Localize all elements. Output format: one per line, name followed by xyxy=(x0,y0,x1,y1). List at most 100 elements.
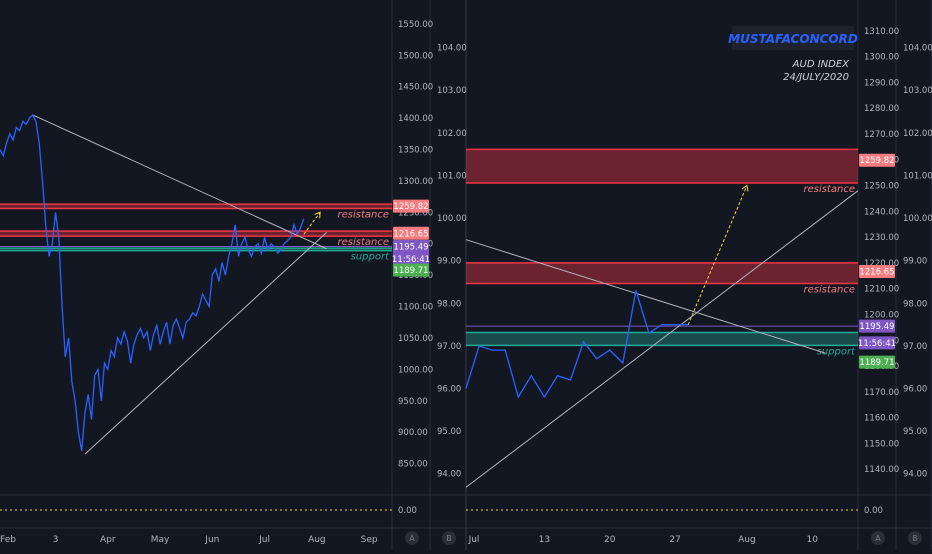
y2-tick-label: 97.00 xyxy=(437,342,461,352)
price-series-line xyxy=(465,290,689,399)
auto-scale-label-right: A xyxy=(875,534,881,543)
panel-right-panel: resistance resistance support 0.00 1140.00 11… xyxy=(465,0,932,550)
price-tag-red xyxy=(393,226,429,240)
y2-tick-label: 95.00 xyxy=(903,427,927,437)
x-tick-label: Sep xyxy=(361,535,378,545)
trendline xyxy=(84,232,328,455)
resistance-zone xyxy=(466,149,858,183)
price-tag-red xyxy=(859,265,895,279)
x-tick-label: Jun xyxy=(204,535,219,545)
y2-tick-label: 94.00 xyxy=(903,470,927,480)
resistance-label: resistance xyxy=(338,210,390,221)
price-tag-label: 1259.82 xyxy=(859,156,894,166)
y-tick-label: 1050.00 xyxy=(398,334,433,344)
projection-arrow xyxy=(687,185,748,325)
resistance-zone xyxy=(466,262,858,284)
projection-arrow-head xyxy=(314,211,321,219)
y2-tick-label: 101.00 xyxy=(437,171,467,181)
auto-scale-button-right[interactable] xyxy=(871,531,885,545)
y2-tick-label: 96.00 xyxy=(903,384,927,394)
y-tick-label: 900.00 xyxy=(398,428,428,438)
y2-tick-label: 102.00 xyxy=(903,129,932,139)
y2-tick-label: 99.00 xyxy=(903,257,927,267)
y2-tick-label: 98.00 xyxy=(903,299,927,309)
x-tick-label: 27 xyxy=(669,535,680,545)
y-tick-label: 1500.00 xyxy=(398,51,433,61)
y-tick-label: 1160.00 xyxy=(864,414,899,424)
price-tag-label: 1216.65 xyxy=(859,268,894,278)
auto-scale-button-left[interactable] xyxy=(405,531,419,545)
x-tick-label: May xyxy=(151,535,170,545)
y2-tick-label: 104.00 xyxy=(437,44,467,54)
x-tick-label: 10 xyxy=(807,535,819,545)
x-tick-label: 13 xyxy=(539,535,550,545)
y-tick-label: 1550.00 xyxy=(398,20,433,30)
y2-tick-label: 99.00 xyxy=(437,257,461,267)
y2-tick-label: 103.00 xyxy=(903,86,932,96)
price-tag-label: 11:56:41 xyxy=(392,255,430,265)
y-tick-label: 1100.00 xyxy=(398,303,433,313)
price-series-line xyxy=(0,113,305,452)
price-tag-green xyxy=(859,355,895,369)
y2-tick-label: 96.00 xyxy=(437,384,461,394)
price-tag-label: 1195.49 xyxy=(393,243,428,253)
price-tag-label: 1259.82 xyxy=(393,202,428,212)
y-tick-label: 1230.00 xyxy=(864,233,899,243)
y-tick-label: 1300.00 xyxy=(864,53,899,63)
x-tick-label: Apr xyxy=(100,535,116,545)
support-zone xyxy=(0,248,392,251)
price-tag-label: 11:56:41 xyxy=(858,339,896,349)
both-scale-label-left: B xyxy=(446,534,452,543)
y-tick-label: 1250.00 xyxy=(864,182,899,192)
y-tick-label: 1150.00 xyxy=(864,439,899,449)
y-tick-label: 1200.00 xyxy=(864,310,899,320)
resistance-zone xyxy=(0,231,392,237)
both-scale-label-right: B xyxy=(912,534,918,543)
y2-tick-label: 103.00 xyxy=(437,86,467,96)
trendline xyxy=(465,239,826,354)
y-tick-label: 1170.00 xyxy=(864,388,899,398)
price-tag-label: 1189.71 xyxy=(393,266,428,276)
auto-scale-label-left: A xyxy=(409,534,415,543)
x-tick-label: Aug xyxy=(738,535,756,545)
projection-arrow xyxy=(303,212,321,235)
bottom-pane-value: 0.00 xyxy=(398,506,417,516)
y-tick-label: 1400.00 xyxy=(398,114,433,124)
watermark: MUSTAFACONCORD AUD INDEX 24/JULY/2020 xyxy=(728,26,858,83)
y-tick-label: 1280.00 xyxy=(864,104,899,114)
pane-buttons-right: A B xyxy=(871,531,922,545)
x-tick-label: 3 xyxy=(53,535,59,545)
pane-buttons-left: A B xyxy=(405,531,456,545)
resistance-zone xyxy=(0,204,392,209)
y-tick-label: 1140.00 xyxy=(864,465,899,475)
price-tag-purple xyxy=(393,240,429,254)
y-tick-label: 1450.00 xyxy=(398,83,433,93)
resistance-label: resistance xyxy=(338,237,390,248)
y-tick-label: 850.00 xyxy=(398,460,428,470)
watermark-brand: MUSTAFACONCORD xyxy=(728,32,858,46)
x-tick-label: Aug xyxy=(308,535,326,545)
watermark-brand-box xyxy=(732,26,854,50)
price-tag-label: 1189.71 xyxy=(859,358,894,368)
price-tag-green xyxy=(393,263,429,277)
x-tick-label: Jul xyxy=(258,535,270,545)
y-tick-label: 1250.00 xyxy=(398,208,433,218)
support-label: support xyxy=(817,346,856,357)
both-scale-button-left[interactable] xyxy=(442,531,456,545)
bottom-pane-value: 0.00 xyxy=(864,506,883,516)
y-tick-label: 1310.00 xyxy=(864,27,899,37)
price-tag-red xyxy=(859,153,895,167)
price-tag-label: 1216.65 xyxy=(393,229,428,239)
y2-tick-label: 101.00 xyxy=(903,171,932,181)
y2-tick-label: 98.00 xyxy=(437,299,461,309)
y2-tick-label: 94.00 xyxy=(437,470,461,480)
y-tick-label: 1350.00 xyxy=(398,145,433,155)
trendline xyxy=(465,190,859,488)
y2-tick-label: 100.00 xyxy=(437,214,467,224)
both-scale-button-right[interactable] xyxy=(908,531,922,545)
y2-tick-label: 95.00 xyxy=(437,427,461,437)
y-tick-label: 1220.00 xyxy=(864,259,899,269)
y-tick-label: 1000.00 xyxy=(398,365,433,375)
price-tag-red xyxy=(393,199,429,213)
